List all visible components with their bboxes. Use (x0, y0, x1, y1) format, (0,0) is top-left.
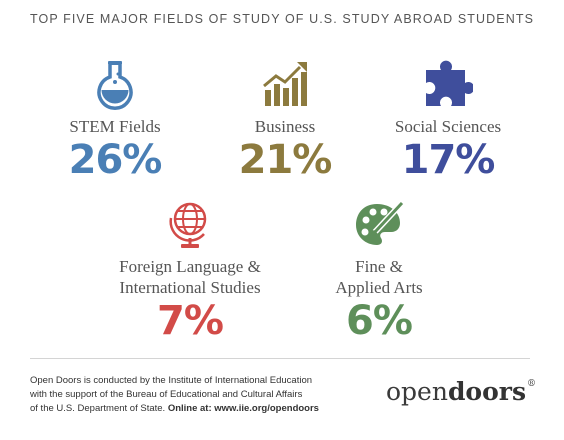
social-sciences-value: 17% (401, 137, 496, 183)
footer-line-3-text: of the U.S. Department of State. (30, 403, 168, 414)
foreign-language-label-line2: International Studies (119, 278, 261, 297)
chart-title: TOP FIVE MAJOR FIELDS OF STUDY OF U.S. S… (30, 12, 535, 26)
logo-registered-mark: ® (527, 379, 537, 389)
opendoors-logo: opendoors® (386, 377, 536, 406)
fine-arts-label-line2: Applied Arts (335, 278, 423, 297)
stat-fine-arts: Fine & Applied Arts 6% (304, 198, 454, 344)
stat-business: Business 21% (210, 60, 360, 183)
footer-line-2: with the support of the Bureau of Educat… (30, 389, 303, 400)
stat-foreign-language: Foreign Language & International Studies… (105, 198, 275, 344)
social-sciences-label: Social Sciences (394, 117, 502, 136)
footer-line-3: of the U.S. Department of State. Online … (30, 402, 319, 416)
fine-arts-label-line1: Fine & (355, 257, 403, 276)
paint-palette-icon (356, 200, 405, 245)
fine-arts-value: 6% (346, 298, 413, 344)
stem-value: 26% (68, 137, 163, 183)
logo-regular: open (386, 377, 448, 406)
foreign-language-label-line1: Foreign Language & (119, 257, 261, 276)
stat-stem: STEM Fields 26% (40, 60, 190, 183)
rising-bar-chart-icon (263, 62, 307, 106)
logo-bold: doors (447, 377, 527, 406)
foreign-language-value: 7% (157, 298, 224, 344)
puzzle-piece-icon (426, 60, 473, 106)
flask-icon (97, 61, 133, 110)
footer-divider (30, 358, 530, 359)
globe-icon (169, 202, 207, 248)
stat-social-sciences: Social Sciences 17% (373, 60, 523, 183)
footer-link[interactable]: Online at: www.iie.org/opendoors (167, 403, 319, 414)
stem-label: STEM Fields (69, 117, 161, 136)
business-label: Business (254, 117, 316, 136)
business-value: 21% (238, 137, 333, 183)
footer-text: Open Doors is conducted by the Institute… (30, 374, 319, 416)
footer-line-1: Open Doors is conducted by the Institute… (30, 375, 313, 386)
